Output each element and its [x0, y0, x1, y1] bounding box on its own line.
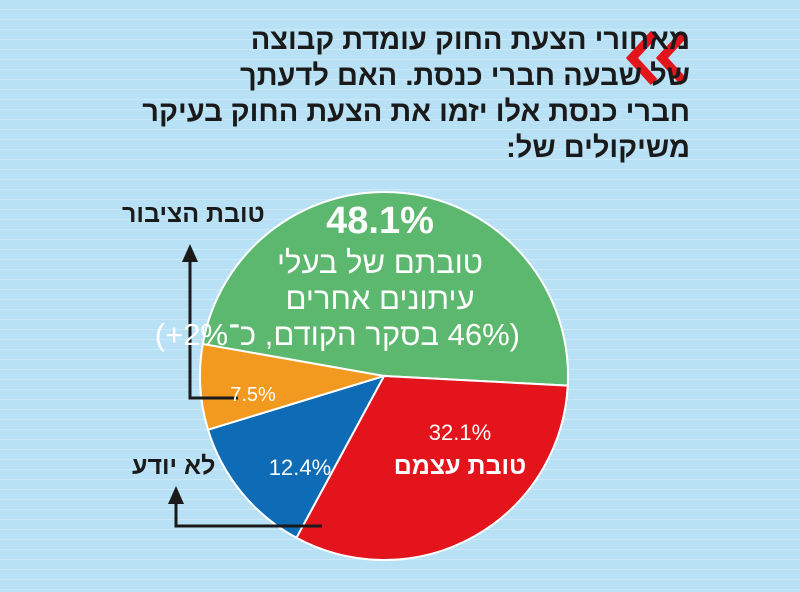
double-chevron-icon — [625, 30, 688, 86]
slice-label-value: 48.1% — [326, 200, 434, 242]
chart-title: מאחורי הצעת החוק עומדת קבוצה של שבעה חבר… — [130, 22, 690, 166]
title-line: חברי כנסת אלו יזמו את הצעת החוק בעיקר — [142, 96, 690, 128]
slice-label-value: 32.1% — [428, 420, 492, 445]
pie-slice — [201, 191, 569, 387]
title-line: של שבעה חברי כנסת. האם לדעתך — [240, 60, 690, 92]
slice-label-value: 7.5% — [230, 384, 276, 406]
title-line: מאחורי הצעת החוק עומדת קבוצה — [250, 24, 690, 56]
callout-arrows — [168, 244, 322, 528]
pie-slice — [199, 342, 385, 431]
arrow-up-icon — [182, 244, 198, 262]
callout-label-public: טובת הציבור — [122, 200, 265, 228]
arrow-up-icon — [168, 486, 184, 504]
slice-label-name: טובת עצמם — [393, 452, 527, 480]
pie-slice — [295, 374, 569, 561]
slice-label-value: 12.4% — [268, 455, 332, 480]
callout-line-public — [188, 260, 238, 400]
slice-label-line: עיתונים אחרים — [285, 281, 475, 316]
slice-label-name: טובתם של בעלי עיתונים אחרים (46% בסקר הק… — [154, 245, 520, 353]
callout-line-dontknow — [174, 502, 322, 528]
slice-label-line: טובתם של בעלי — [277, 245, 483, 280]
title-line: משיקולים של: — [506, 132, 690, 164]
callout-label-dontknow: לא יודע — [132, 452, 216, 480]
slice-label-note: (46% בסקר הקודם, כ־2%+) — [154, 317, 520, 352]
